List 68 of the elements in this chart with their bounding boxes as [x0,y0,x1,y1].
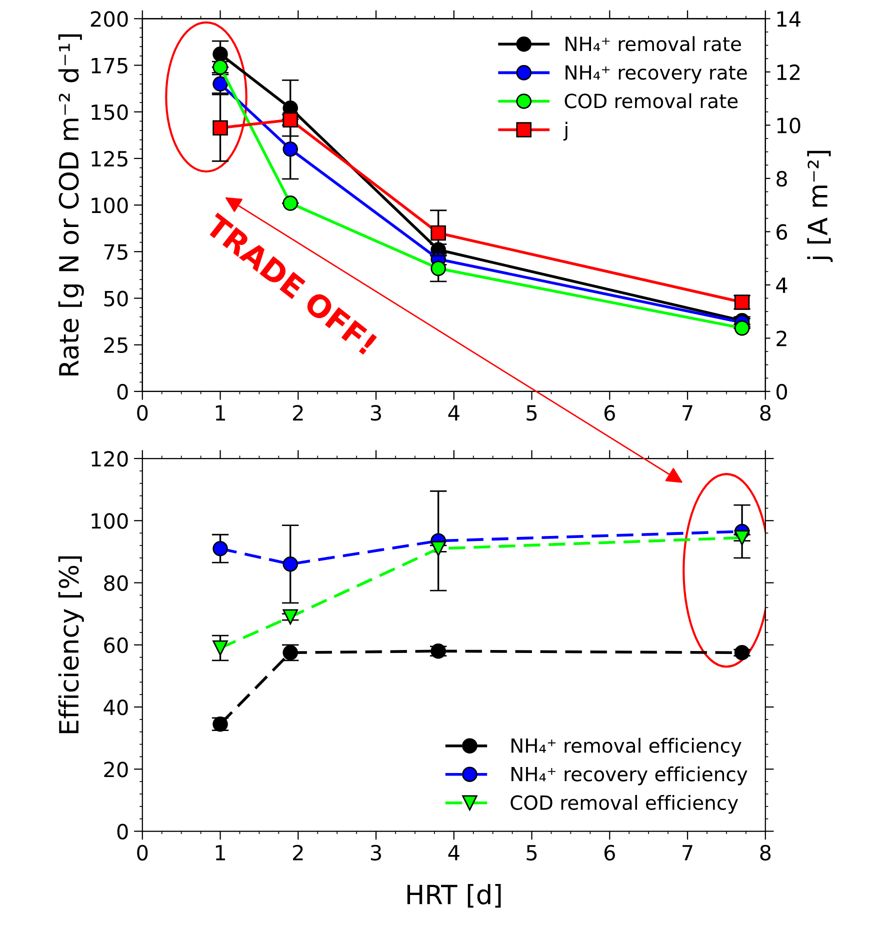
y-tick-label: 25 [104,337,128,354]
x-tick-label: 3 [370,404,381,421]
y-tick-label: 125 [92,150,128,167]
y-tick-label: 80 [104,575,128,591]
point [430,643,446,659]
y-tick-label: 40 [104,699,128,716]
point [282,556,298,572]
x-tick-label: 1 [216,405,225,420]
y-axis-title: Rate [g N or COD m⁻² d⁻¹] [58,34,84,376]
y-tick-label: 100 [92,198,128,214]
x-tick-label: 0 [137,844,148,861]
y2-axis-title: j [A m⁻²] [807,150,833,262]
legend-label: NH₄⁺ recovery efficiency [512,766,748,786]
point [430,225,446,241]
y-tick-label: 75 [104,244,128,260]
y2-tick-label: 6 [776,224,788,240]
y-tick-label: 200 [90,11,128,27]
legend-label: COD removal rate [564,93,738,108]
x-tick-label: 2 [293,844,303,860]
legend-label: NH₄⁺ recovery rate [566,65,747,84]
x-tick-label: 3 [370,844,381,861]
point [212,640,228,656]
y-tick-label: 0 [117,824,128,840]
y2-tick-label: 2 [776,330,786,346]
y-tick-label: 60 [104,637,128,654]
y-tick-label: 20 [104,762,128,778]
y2-tick-label: 12 [777,64,800,80]
x-tick-label: 4 [448,845,460,860]
point [430,540,446,556]
point [734,530,750,546]
y2-tick-label: 8 [776,170,787,187]
x-tick-label: 6 [604,404,615,421]
y-tick-label: 50 [104,290,128,306]
x-axis-title: HRT [d] [407,884,501,908]
x-tick-label: 0 [137,404,148,421]
point [430,260,446,276]
point [212,46,228,62]
x-tick-label: 5 [526,845,537,861]
legend-label: COD removal efficiency [510,794,738,814]
point [212,540,228,556]
y-axis-title: Efficiency [%] [58,556,84,734]
legend-label: j [563,122,568,141]
point [734,320,750,336]
point [212,120,228,136]
point [282,609,298,625]
legend-label: NH₄⁺ removal rate [566,36,741,52]
y-tick-label: 100 [92,513,128,529]
x-tick-label: 4 [448,405,460,420]
x-tick-label: 8 [760,404,771,421]
y2-tick-label: 4 [776,278,788,293]
y-tick-label: 0 [117,384,128,400]
x-tick-label: 8 [760,844,771,861]
x-tick-label: 7 [682,845,692,860]
x-tick-label: 7 [682,405,692,420]
point [282,142,298,157]
y-tick-label: 120 [92,450,128,467]
y2-tick-label: 14 [777,11,800,27]
y2-tick-label: 10 [777,118,800,134]
x-tick-label: 1 [216,845,225,860]
y2-tick-label: 0 [776,384,787,400]
legend-label: NH₄⁺ removal efficiency [512,738,742,757]
x-tick-label: 6 [604,844,615,861]
x-tick-label: 2 [293,404,303,420]
point [734,645,750,660]
x-tick-label: 5 [526,405,537,421]
point [282,196,298,211]
y-tick-label: 175 [92,58,128,74]
y-tick-label: 150 [92,104,128,120]
